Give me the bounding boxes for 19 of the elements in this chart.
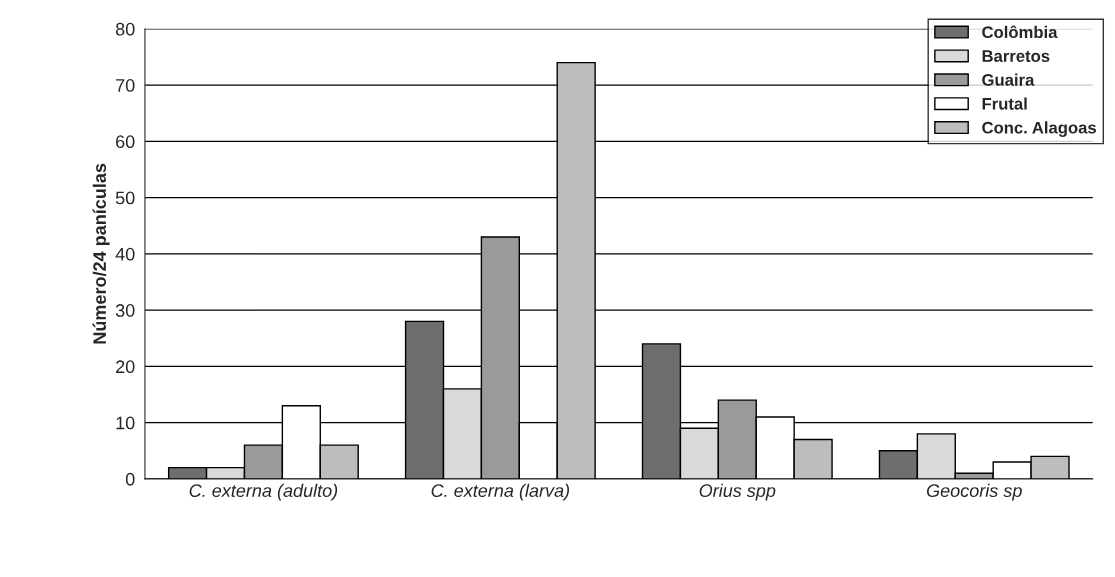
legend-label: Colômbia xyxy=(982,25,1058,39)
x-tick-label: C. externa (adulto) xyxy=(189,483,338,501)
y-tick-label: 20 xyxy=(116,360,135,374)
y-tick-label: 40 xyxy=(115,247,135,261)
y-tick-label: 30 xyxy=(115,304,135,317)
y-tick-label: 0 xyxy=(125,472,135,486)
x-tick-label: Geocoris sp xyxy=(926,483,1022,501)
y-tick-label: 70 xyxy=(116,79,135,92)
legend-label: Frutal xyxy=(982,97,1027,110)
y-tick-label: 10 xyxy=(116,416,135,430)
y-tick-label: 60 xyxy=(116,135,135,149)
legend-label: Guaira xyxy=(982,73,1035,86)
x-tick-label: Orius spp xyxy=(699,483,776,501)
x-tick-label: C. externa (larva) xyxy=(431,483,570,501)
y-tick-label: 50 xyxy=(115,191,135,205)
legend-label: Conc. Alagoas xyxy=(982,121,1096,137)
legend-label: Barretos xyxy=(982,50,1050,62)
y-tick-label: 80 xyxy=(115,22,135,36)
y-axis-title: Número/24 panículas xyxy=(92,163,110,344)
